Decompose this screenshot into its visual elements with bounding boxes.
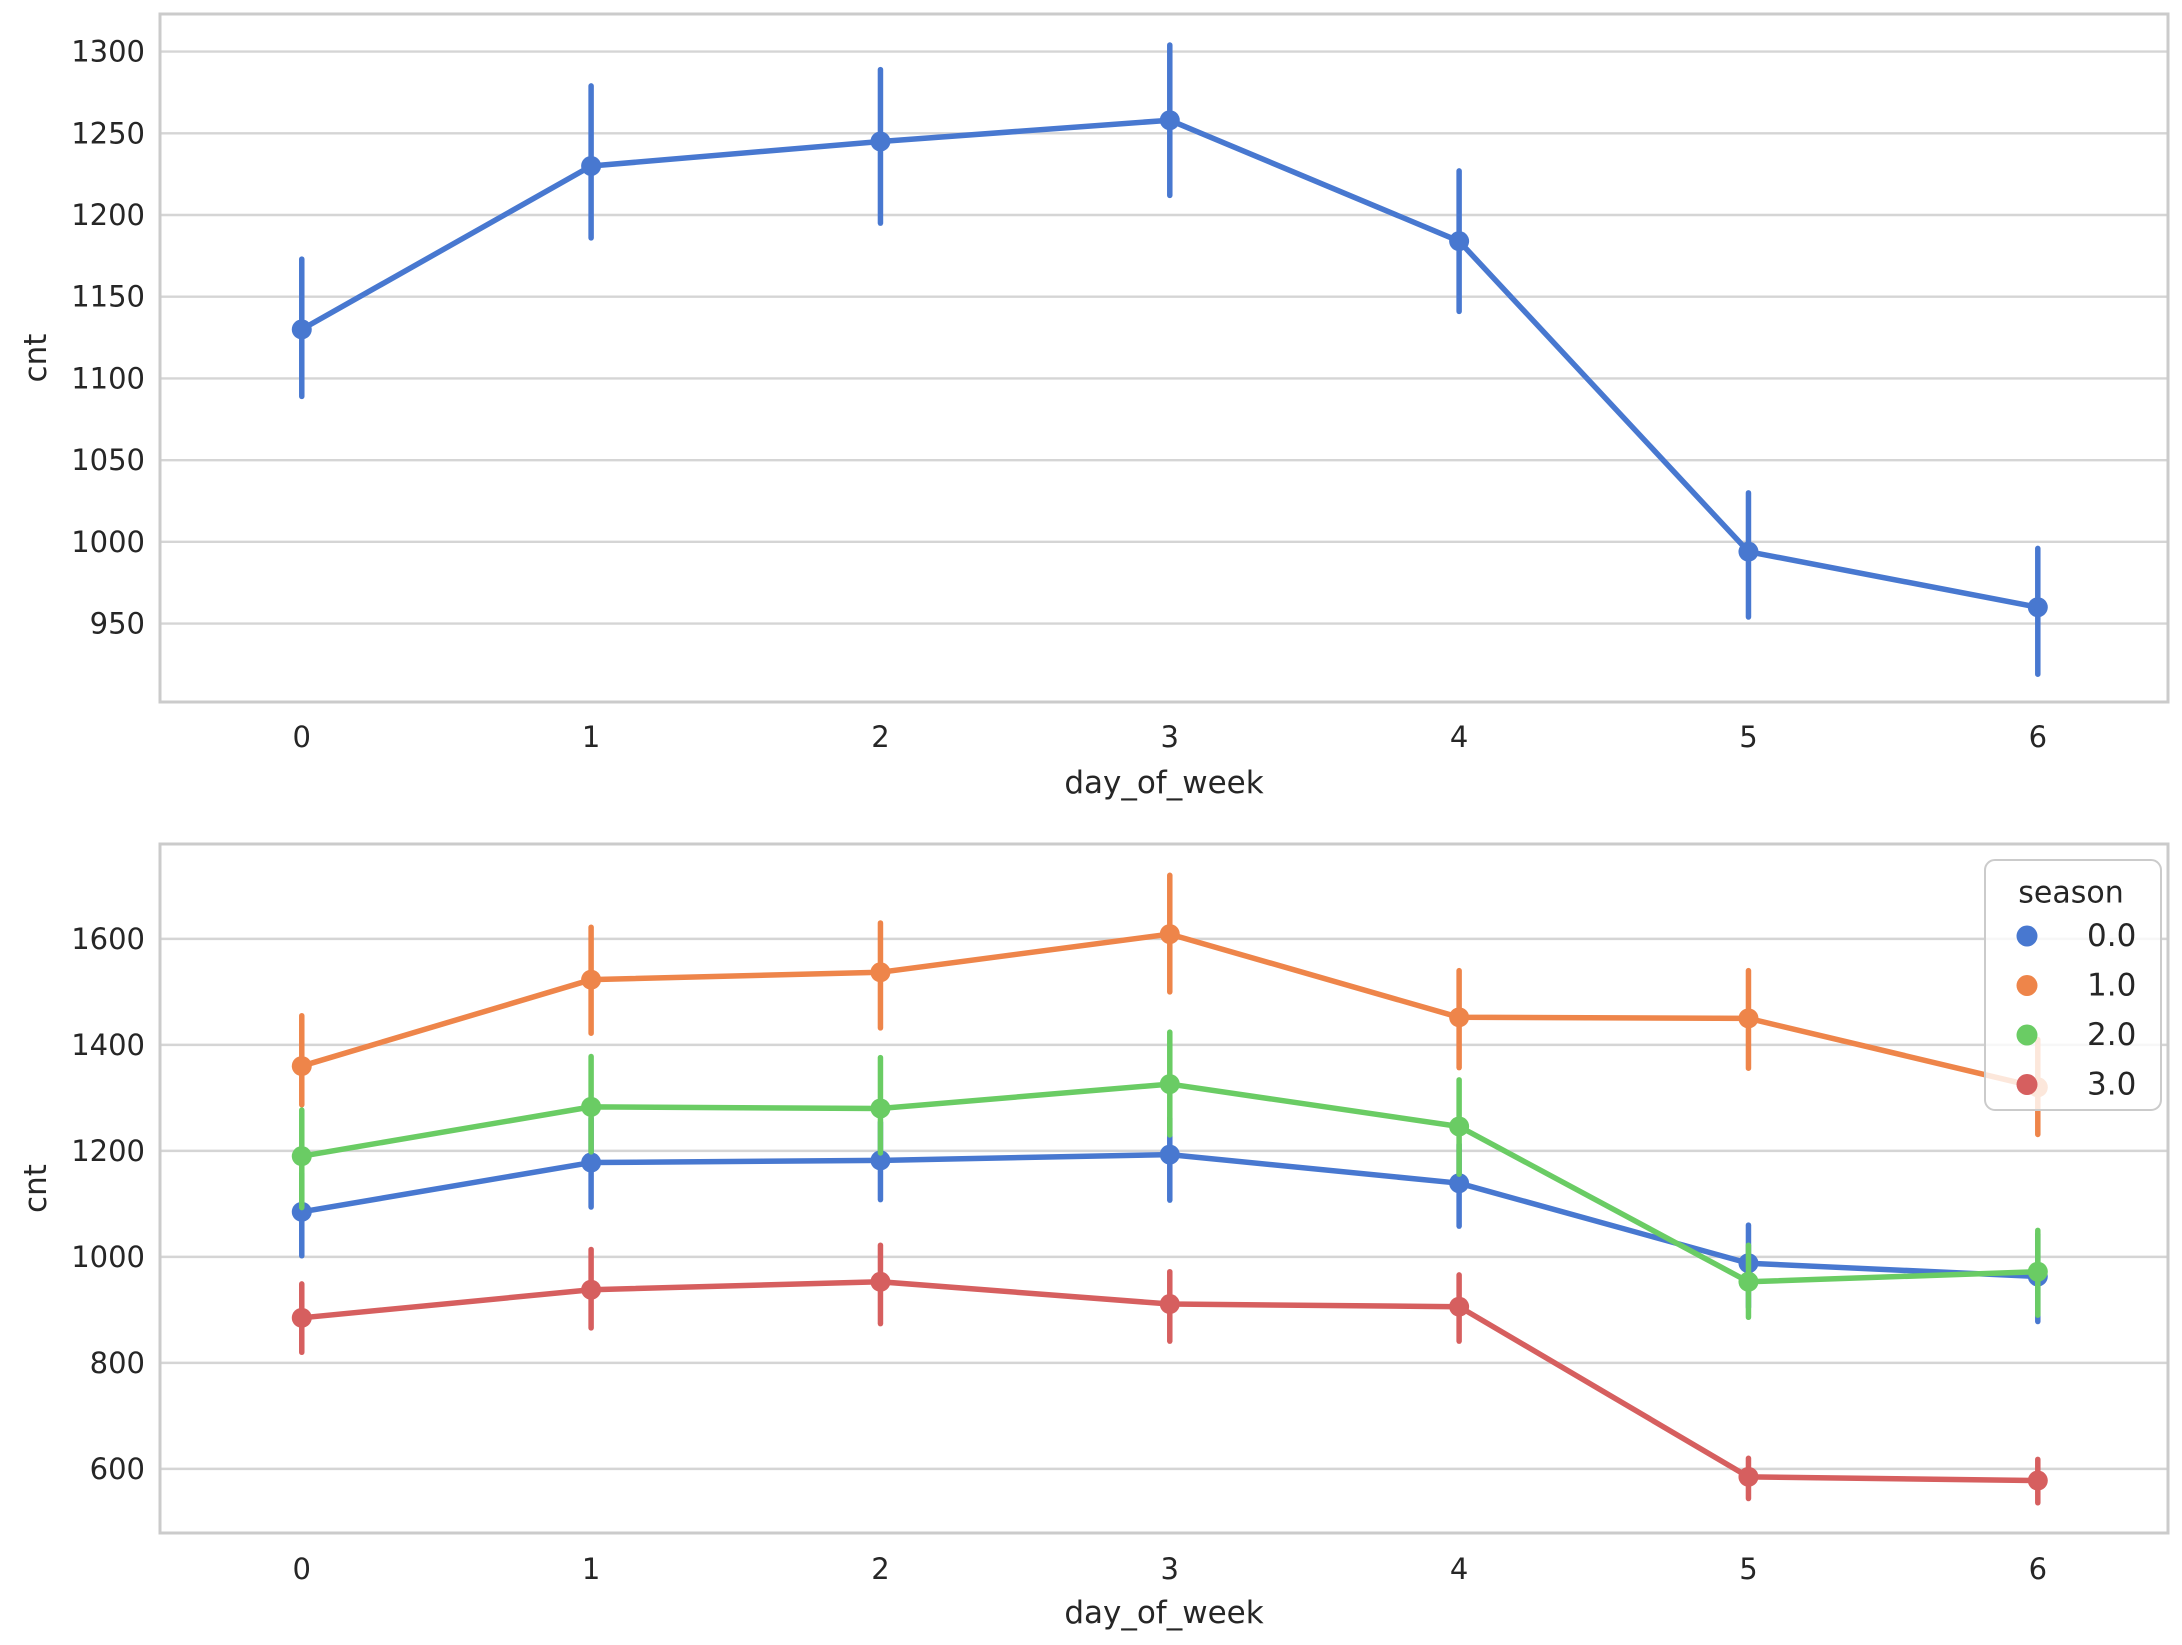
y-tick-label: 1200 — [71, 1134, 145, 1168]
data-point — [1449, 1173, 1470, 1194]
top-chart: 950 1000 1050 1100 1150 1200 1250 1300 0 1 2 3 4 5 6 da… — [18, 12, 2170, 801]
y-tick-label: 1000 — [71, 1240, 145, 1274]
y-tick-label: 1600 — [71, 922, 145, 956]
y-tick-label: 1000 — [71, 525, 145, 559]
data-point — [2027, 1470, 2048, 1491]
x-tick-label: 4 — [1450, 1552, 1468, 1586]
y-tick-label: 600 — [90, 1452, 145, 1486]
series-3.0 — [291, 1242, 2048, 1506]
data-point — [1449, 1116, 1470, 1137]
y-tick-label: 950 — [90, 607, 145, 641]
x-tick-label: 1 — [582, 720, 600, 754]
data-point — [1449, 1296, 1470, 1317]
x-tick-label: 6 — [2029, 1552, 2047, 1586]
data-point — [291, 1056, 312, 1077]
y-tick-label: 1150 — [71, 280, 145, 314]
data-point — [581, 1279, 602, 1300]
data-point — [581, 969, 602, 990]
legend-title: season — [2018, 876, 2123, 911]
y-tick-label: 1400 — [71, 1028, 145, 1062]
x-tick-label: 2 — [871, 1552, 889, 1586]
y-tick-label: 1300 — [71, 35, 145, 69]
series-2.0 — [291, 1029, 2048, 1321]
y-tick-label: 1200 — [71, 198, 145, 232]
data-point — [1738, 1466, 1759, 1487]
data-point — [1159, 1144, 1180, 1165]
legend-label: 1.0 — [2087, 968, 2136, 1004]
data-point — [870, 131, 891, 152]
y-tick-label: 800 — [90, 1346, 145, 1380]
y-grid — [160, 50, 2168, 625]
y-axis-label: cnt — [18, 334, 54, 383]
legend-marker — [2016, 975, 2038, 996]
x-tick-label: 5 — [1739, 1552, 1757, 1586]
x-tick-label: 0 — [293, 720, 311, 754]
data-point — [870, 1150, 891, 1171]
x-axis-label: day_of_week — [1064, 1595, 1263, 1631]
y-tick-label: 1250 — [71, 116, 145, 150]
y-tick-label: 1100 — [71, 361, 145, 395]
x-tick-label: 5 — [1739, 720, 1757, 754]
legend-label: 0.0 — [2087, 918, 2136, 954]
y-tick-label: 1050 — [71, 443, 145, 477]
legend: season 0.0 1.0 2.0 3.0 — [1984, 859, 2162, 1111]
data-point — [581, 155, 602, 176]
bottom-chart: 600 800 1000 1200 1400 1600 0 1 2 3 4 5 6 day_of_week… — [18, 842, 2170, 1631]
plot-border — [158, 842, 2170, 1535]
legend-marker — [2016, 925, 2038, 947]
data-point — [1159, 110, 1180, 131]
legend-label: 3.0 — [2087, 1067, 2136, 1103]
legend-marker — [2016, 1074, 2038, 1095]
legend-label: 2.0 — [2087, 1017, 2136, 1053]
legend-box — [1984, 859, 2162, 1111]
data-point — [291, 319, 312, 340]
data-point — [1159, 1074, 1180, 1095]
x-tick-label: 3 — [1161, 1552, 1179, 1586]
data-point — [291, 1146, 312, 1167]
data-point — [1159, 924, 1180, 945]
data-point — [581, 1152, 602, 1173]
data-point — [1159, 1294, 1180, 1315]
data-point — [1738, 1271, 1759, 1292]
data-point — [870, 962, 891, 983]
data-point — [870, 1271, 891, 1292]
plot-border — [158, 12, 2170, 704]
data-point — [2027, 1261, 2048, 1282]
legend-marker — [2016, 1024, 2038, 1046]
x-tick-label: 2 — [871, 720, 889, 754]
data-point — [870, 1098, 891, 1119]
data-point — [2027, 597, 2048, 618]
data-point — [1738, 541, 1759, 562]
data-point — [581, 1096, 602, 1117]
y-axis-label: cnt — [18, 1164, 54, 1213]
x-tick-label: 4 — [1450, 720, 1468, 754]
data-point — [1449, 231, 1470, 252]
data-point — [1449, 1007, 1470, 1028]
data-point — [1738, 1008, 1759, 1029]
series-cnt — [291, 42, 2048, 677]
data-point — [291, 1307, 312, 1328]
x-axis-label: day_of_week — [1064, 765, 1263, 801]
x-tick-label: 3 — [1161, 720, 1179, 754]
x-tick-label: 6 — [2029, 720, 2047, 754]
data-point — [291, 1201, 312, 1222]
x-tick-label: 0 — [293, 1552, 311, 1586]
x-tick-label: 1 — [582, 1552, 600, 1586]
